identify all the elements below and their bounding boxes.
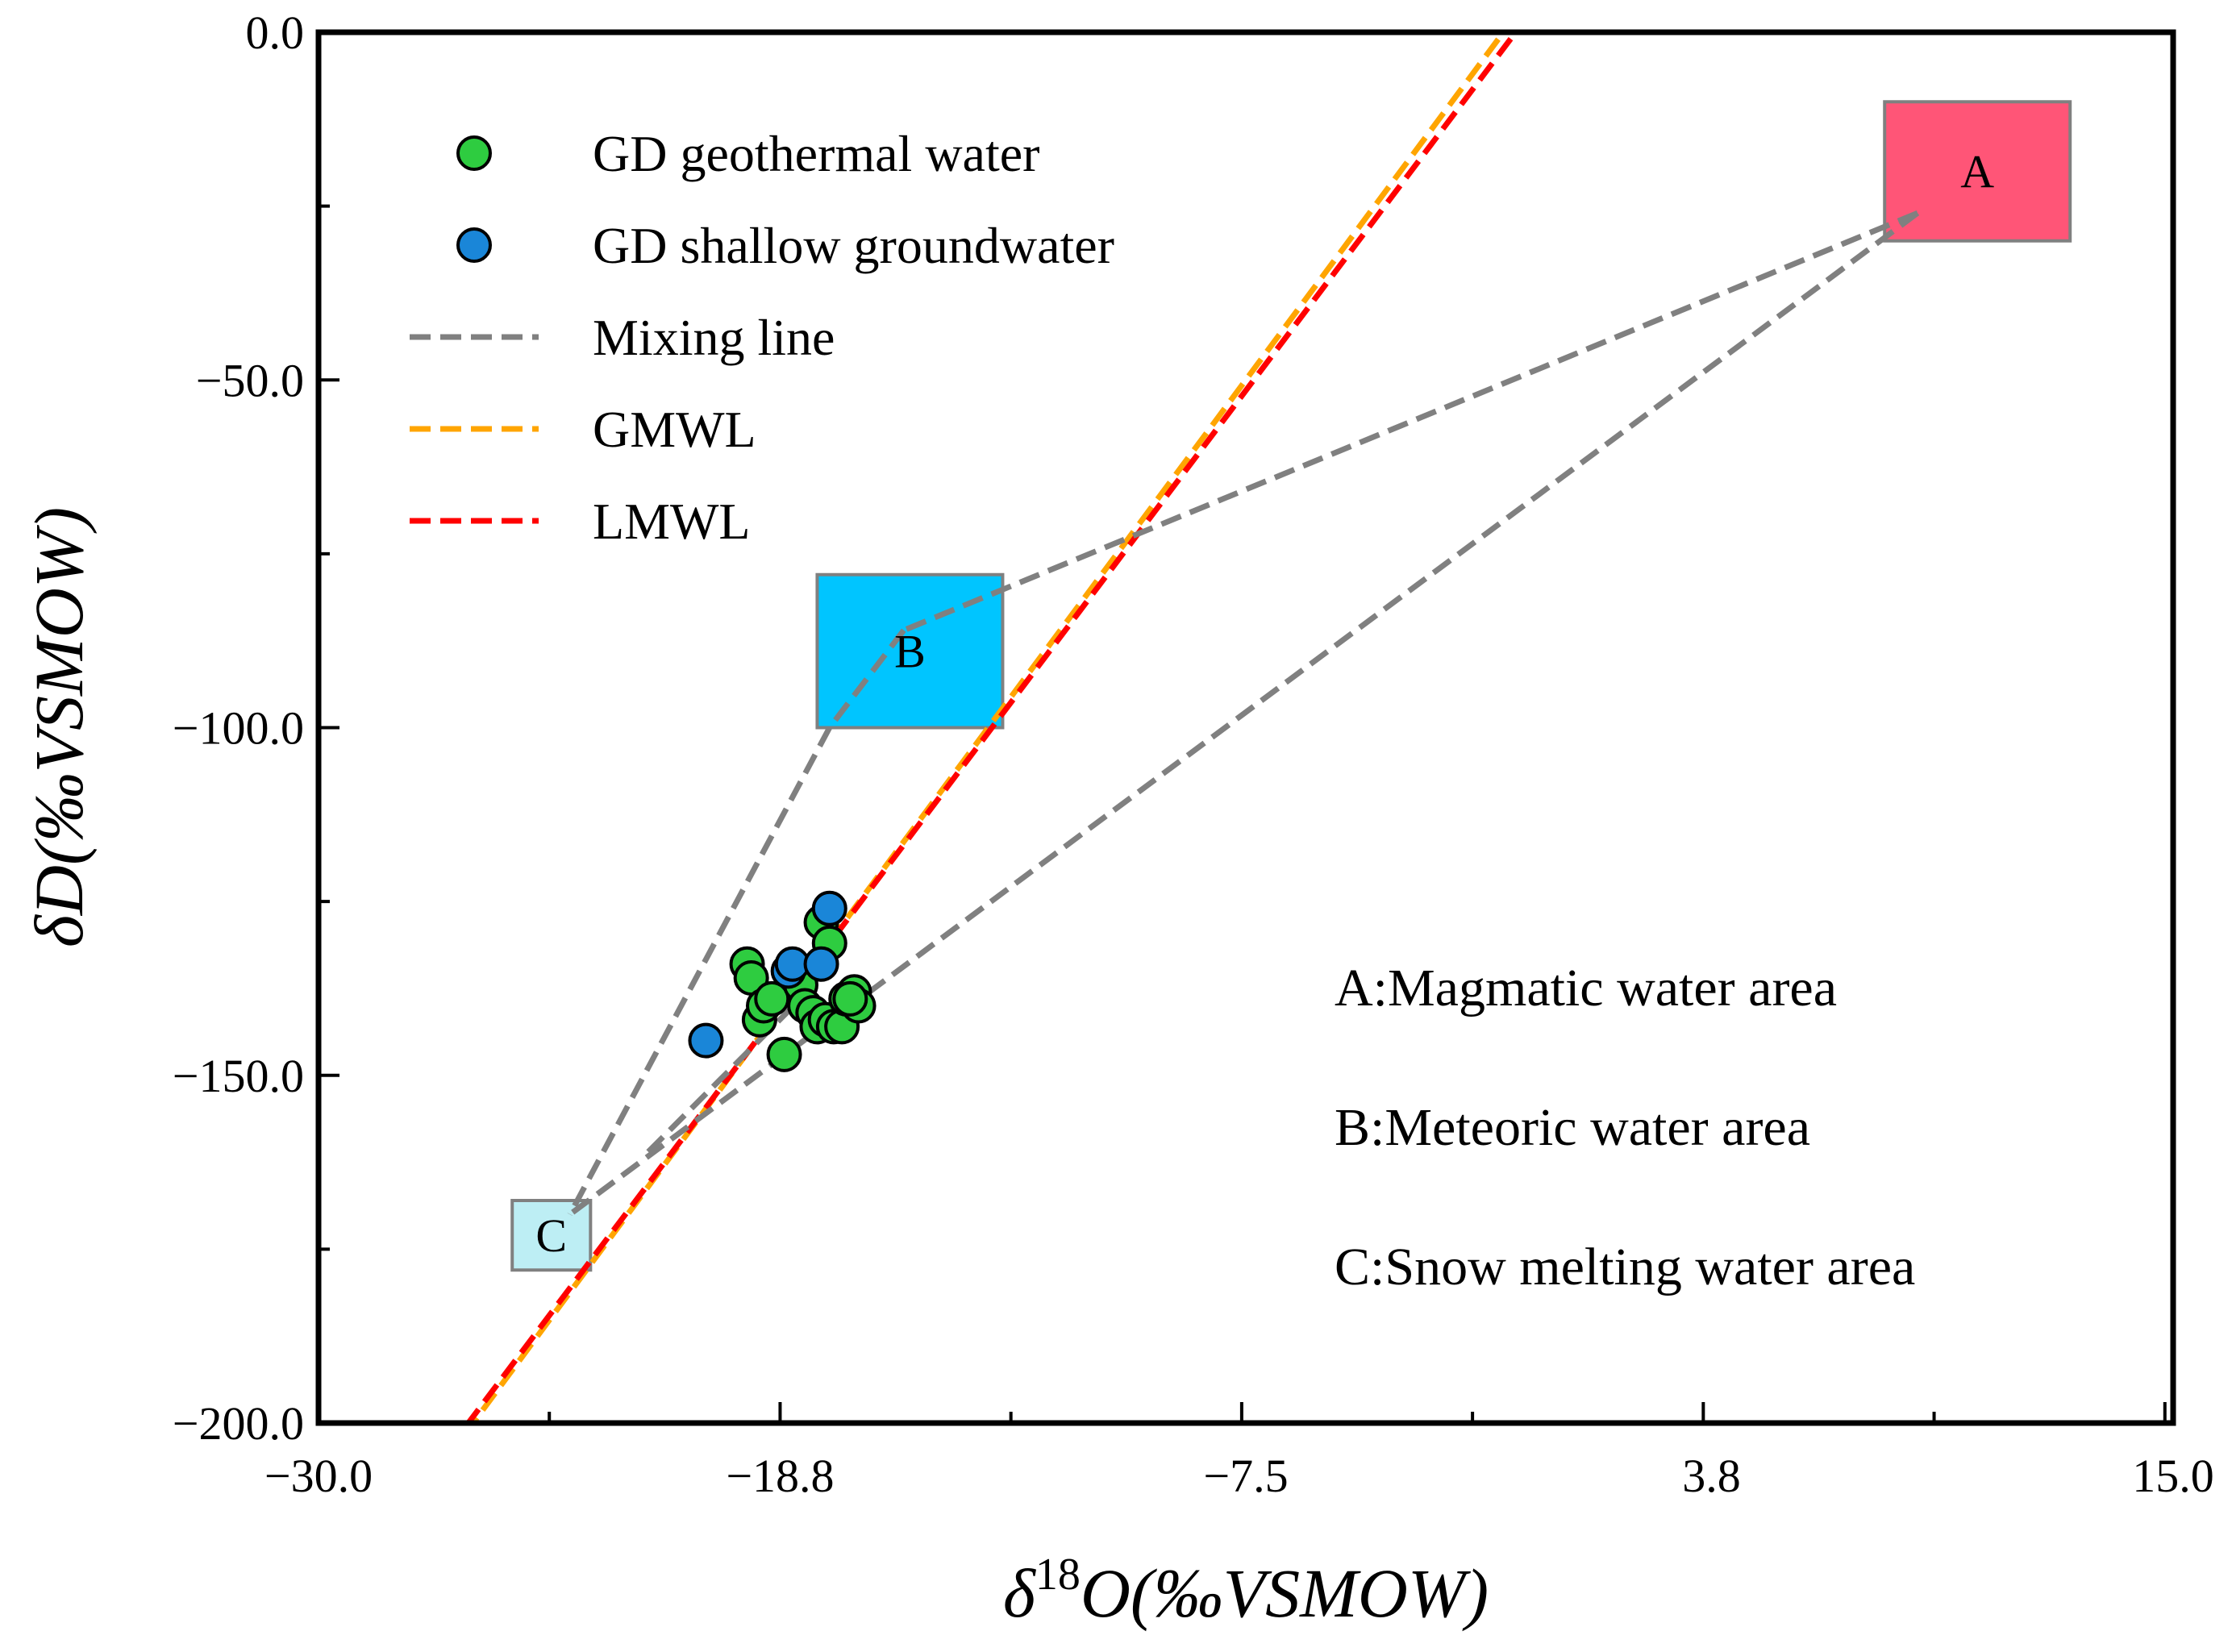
groundwater-point-5 xyxy=(811,890,847,926)
region-label-a: A xyxy=(1960,146,1994,198)
legend-label-gd-geothermal-water: GD geothermal water xyxy=(593,125,1039,182)
legend: GD geothermal water GD shallow groundwate… xyxy=(410,125,1114,550)
x-axis-label-main: O(‰VSMOW) xyxy=(1081,1554,1489,1632)
line-lmwl xyxy=(464,32,1520,1423)
regions-layer xyxy=(510,100,2072,1272)
annotation-c: C:Snow melting water area xyxy=(1335,1238,1915,1296)
y-tick-label: 0.0 xyxy=(246,6,305,59)
mixing-line-1 xyxy=(902,210,1919,633)
legend-label-lmwl: LMWL xyxy=(593,493,751,550)
x-tick-label: −7.5 xyxy=(1203,1450,1288,1502)
groundwater-point-4 xyxy=(803,946,839,982)
y-tick-label: −200.0 xyxy=(173,1397,304,1450)
x-tick-label: 15.0 xyxy=(2132,1450,2214,1502)
x-axis-label: δ18O(‰VSMOW) xyxy=(1003,1550,1489,1632)
axis-ticks-layer: −30.0 −18.8 −7.5 3.8 15.0 0.0 −50.0 −100.0 −150.… xyxy=(173,6,2214,1502)
annotation-b: B:Meteoric water area xyxy=(1335,1098,1810,1157)
legend-marker-gd-geothermal-water xyxy=(456,135,492,171)
legend-label-mixing-line: Mixing line xyxy=(593,309,835,366)
geothermal-point-19 xyxy=(832,980,868,1017)
region-labels-layer: A B C xyxy=(535,146,1994,1263)
legend-label-gmwl: GMWL xyxy=(593,401,756,458)
geothermal-point-6 xyxy=(766,1036,802,1072)
region-label-b: B xyxy=(894,626,926,678)
y-axis-label: δD(‰VSMOW) xyxy=(20,507,98,947)
y-tick-label: −50.0 xyxy=(196,354,304,406)
x-tick-label: 3.8 xyxy=(1682,1450,1741,1502)
x-axis-label-sup: 18 xyxy=(1035,1550,1081,1600)
region-label-c: C xyxy=(535,1209,567,1262)
geothermal-point-5 xyxy=(754,980,790,1017)
y-tick-label: −100.0 xyxy=(173,702,304,755)
legend-marker-gd-shallow-groundwater xyxy=(456,227,492,263)
mixing-line-4 xyxy=(827,628,906,730)
x-tick-label: −18.8 xyxy=(726,1450,834,1502)
annotation-a: A:Magmatic water area xyxy=(1335,959,1837,1017)
x-tick-label: −30.0 xyxy=(264,1450,373,1502)
mixing-line-3 xyxy=(567,726,832,1216)
groundwater-point-1 xyxy=(688,1022,724,1059)
x-axis-label-prefix: δ xyxy=(1003,1554,1037,1632)
data-points-layer xyxy=(688,890,877,1072)
y-tick-label: −150.0 xyxy=(173,1050,304,1102)
legend-label-gd-shallow-groundwater: GD shallow groundwater xyxy=(593,217,1114,274)
annotations-layer: A:Magmatic water area B:Meteoric water a… xyxy=(1335,959,1915,1296)
reference-lines-layer xyxy=(464,32,1520,1423)
